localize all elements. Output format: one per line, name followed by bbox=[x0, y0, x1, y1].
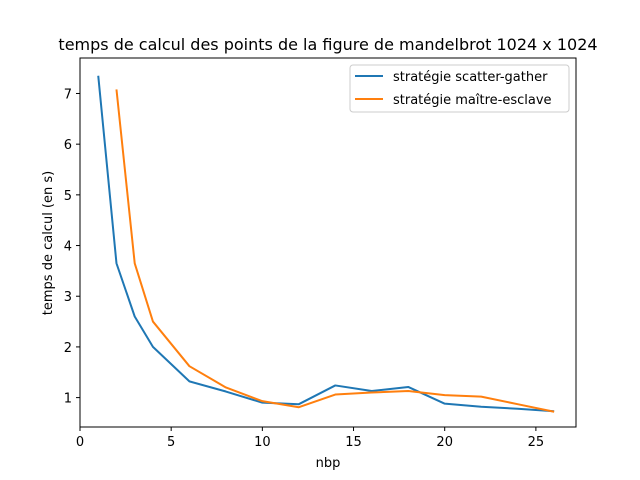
legend-box bbox=[349, 64, 570, 113]
legend: stratégie scatter-gather stratégie maîtr… bbox=[349, 64, 570, 113]
y-tick-label: 6 bbox=[64, 138, 72, 153]
y-axis-label: temps de calcul (en s) bbox=[41, 171, 56, 315]
x-axis: 0 5 10 15 20 25 bbox=[76, 427, 544, 450]
chart-title: temps de calcul des points de la figure … bbox=[58, 35, 597, 54]
y-axis: 1 2 3 4 5 6 7 bbox=[64, 87, 80, 407]
y-tick-label: 2 bbox=[64, 341, 72, 356]
x-tick-label: 15 bbox=[345, 435, 362, 450]
y-tick-label: 7 bbox=[64, 87, 72, 102]
x-tick-label: 20 bbox=[436, 435, 453, 450]
series-line-0 bbox=[97, 75, 555, 413]
x-axis-label: nbp bbox=[316, 456, 341, 471]
x-tick-label: 25 bbox=[528, 435, 545, 450]
y-tick-label: 4 bbox=[64, 240, 72, 255]
x-tick-label: 10 bbox=[254, 435, 271, 450]
y-tick-label: 3 bbox=[64, 290, 72, 305]
y-tick-label: 1 bbox=[64, 392, 72, 407]
legend-label-maitre-esclave: stratégie maître-esclave bbox=[393, 93, 552, 108]
x-tick-label: 0 bbox=[76, 435, 84, 450]
series-line-1 bbox=[115, 89, 555, 413]
legend-label-scatter-gather: stratégie scatter-gather bbox=[393, 70, 548, 85]
series-lines bbox=[97, 75, 555, 413]
y-tick-label: 5 bbox=[64, 189, 72, 204]
plot-frame bbox=[79, 57, 577, 428]
x-tick-label: 5 bbox=[167, 435, 175, 450]
